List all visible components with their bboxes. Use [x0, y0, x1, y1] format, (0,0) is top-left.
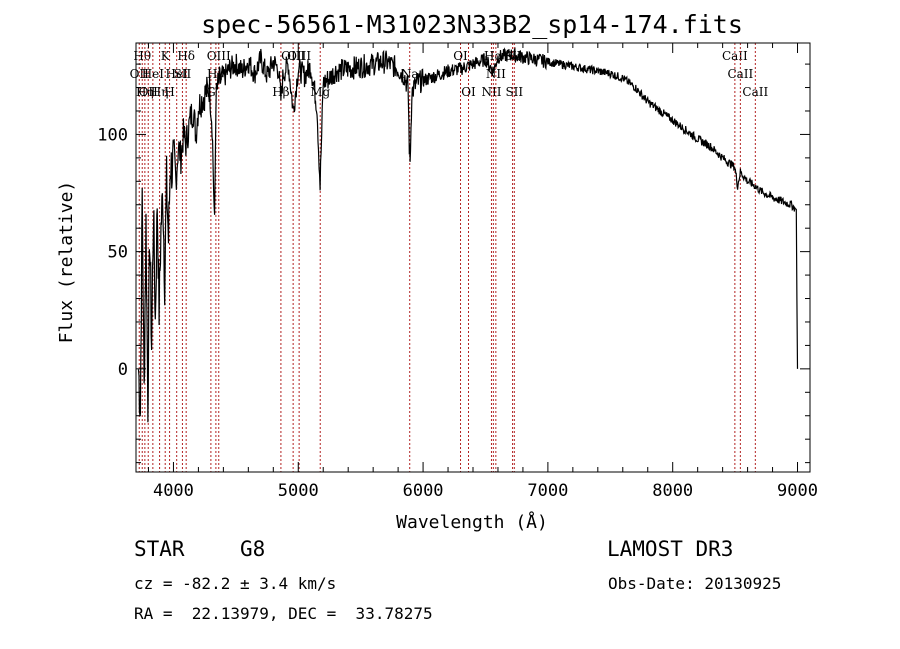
survey-name: LAMOST DR3 [607, 537, 734, 561]
y-tick-label: 100 [97, 125, 128, 145]
y-tick-label: 0 [118, 360, 128, 380]
object-subclass: G8 [240, 537, 266, 561]
line-label: Na [401, 67, 419, 81]
chart-title: spec-56561-M31023N33B2_sp14-174.fits [201, 10, 743, 39]
line-label: CaII [742, 85, 768, 99]
line-label: Hδ [177, 49, 195, 63]
line-label: OII [130, 67, 150, 81]
y-axis-label: Flux (relative) [56, 181, 77, 344]
plot-frame [135, 42, 811, 473]
line-label: CaII [722, 49, 748, 63]
line-label: OIII [287, 49, 311, 63]
chart-axes: 4000 5000 6000 7000 8000 9000 0 50 100 [97, 42, 818, 501]
spectrum-series [137, 47, 799, 423]
object-class: STAR [134, 537, 185, 561]
emission-line-markers: OIIHθHηOIIHeIHηKHHeISIIHδGHγOIIIHβOIIIOI… [130, 43, 768, 472]
line-label: G [206, 85, 216, 99]
line-label: SII [174, 67, 192, 81]
line-label: Hη [136, 85, 154, 99]
line-label: K [161, 49, 171, 63]
x-tick-label: 4000 [153, 481, 194, 501]
obs-date: Obs-Date: 20130925 [608, 574, 782, 593]
x-tick-label: 6000 [403, 481, 444, 501]
line-label: Hθ [133, 49, 151, 63]
line-label: OI [453, 49, 468, 63]
line-label: HeI [142, 67, 165, 81]
x-tick-label: 5000 [278, 481, 319, 501]
line-label: H [164, 85, 174, 99]
line-label: OIII [207, 49, 231, 63]
x-axis-label: Wavelength (Å) [396, 511, 548, 533]
spectrum-line [137, 47, 799, 423]
y-tick-label: 50 [108, 243, 128, 263]
line-label: HeI [166, 67, 189, 81]
coordinates: RA = 22.13979, DEC = 33.78275 [134, 604, 433, 623]
x-tick-label: 7000 [527, 481, 568, 501]
line-label: OI [461, 85, 476, 99]
x-tick-label: 9000 [777, 481, 818, 501]
cz-value: cz = -82.2 ± 3.4 km/s [134, 574, 337, 593]
line-label: CaII [727, 67, 753, 81]
line-label: Hη [151, 85, 169, 99]
x-tick-label: 8000 [652, 481, 693, 501]
line-label: SII [505, 85, 523, 99]
line-label: NII [481, 85, 501, 99]
line-label: NII [486, 67, 506, 81]
